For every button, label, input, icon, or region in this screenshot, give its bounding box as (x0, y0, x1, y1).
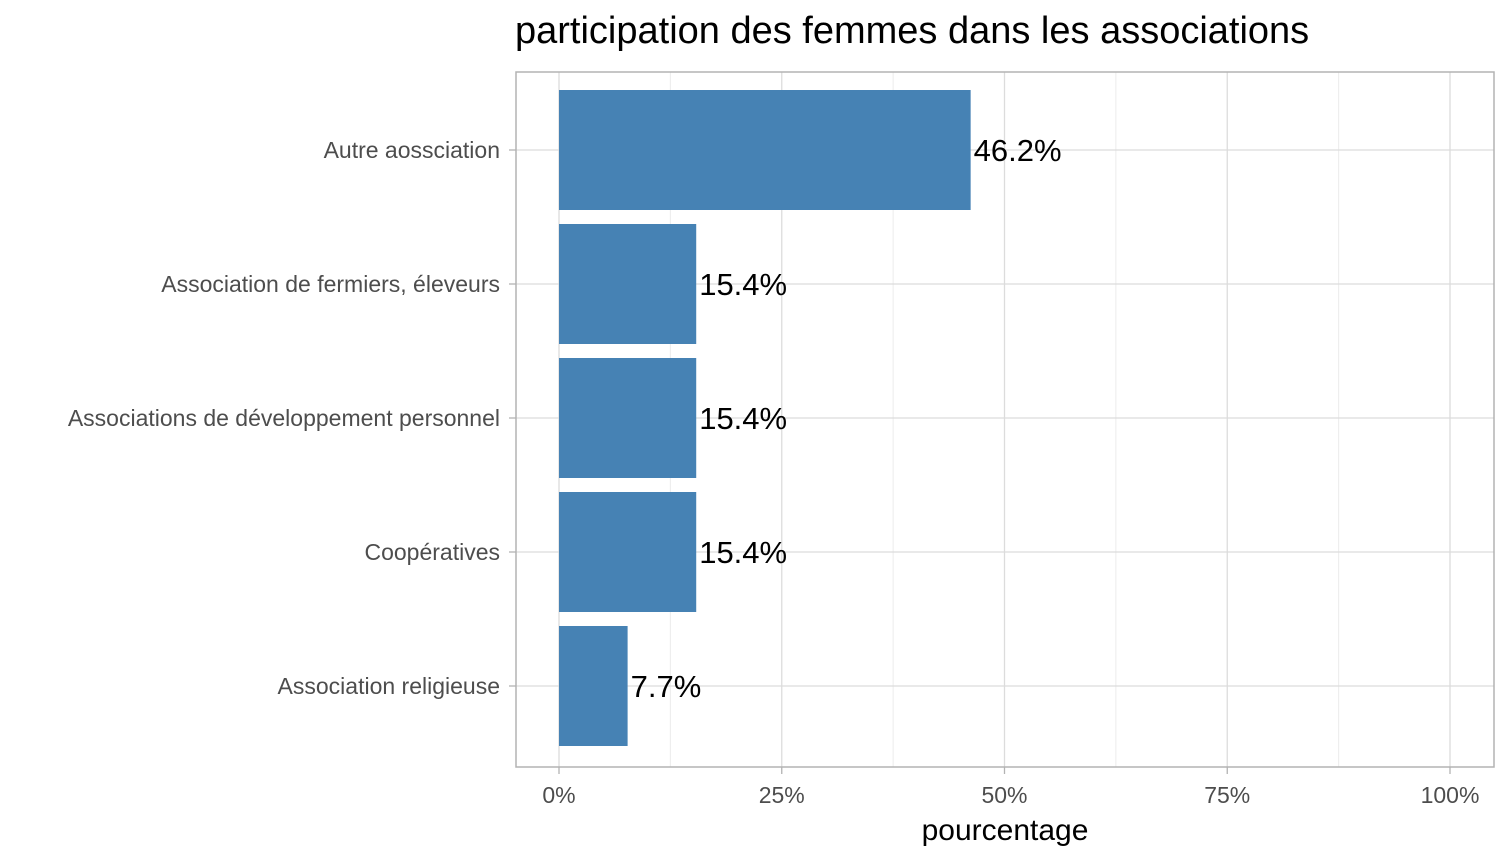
bars (559, 90, 971, 746)
y-tick-label: Autre aossciation (324, 137, 500, 163)
bar (559, 626, 628, 746)
y-tick-label: Associations de développement personnel (68, 405, 500, 431)
x-tick-label: 50% (981, 782, 1027, 808)
y-tick-label: Association religieuse (278, 673, 500, 699)
bar (559, 90, 971, 210)
bar (559, 492, 697, 612)
y-axis: Autre aossciation Association de fermiers… (68, 137, 516, 699)
x-axis-title: pourcentage (922, 814, 1089, 847)
data-label: 15.4% (699, 535, 787, 570)
y-tick-label: Association de fermiers, éleveurs (161, 271, 500, 297)
chart-title: participation des femmes dans les associ… (515, 10, 1310, 52)
data-label: 46.2% (974, 133, 1062, 168)
x-tick-label: 0% (542, 782, 575, 808)
x-tick-label: 75% (1204, 782, 1250, 808)
x-tick-label: 100% (1421, 782, 1480, 808)
x-axis: 0% 25% 50% 75% 100% (542, 767, 1479, 808)
bar (559, 224, 697, 344)
bar (559, 358, 697, 478)
data-labels: 46.2% 15.4% 15.4% 15.4% 7.7% (631, 133, 1062, 704)
y-tick-label: Coopératives (364, 539, 500, 565)
x-tick-label: 25% (759, 782, 805, 808)
data-label: 7.7% (631, 669, 702, 704)
data-label: 15.4% (699, 267, 787, 302)
data-label: 15.4% (699, 401, 787, 436)
